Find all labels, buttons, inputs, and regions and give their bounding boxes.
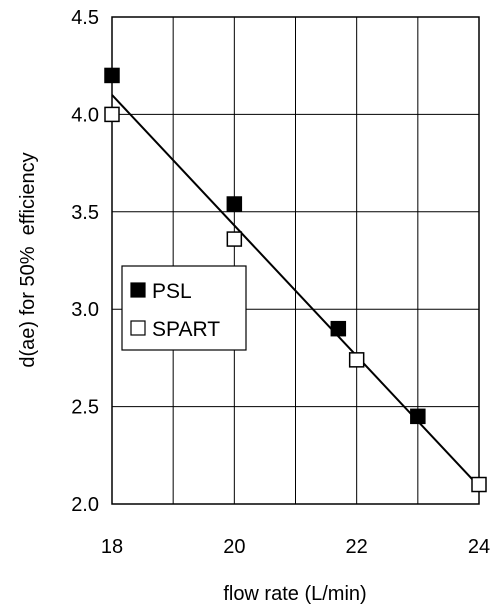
- legend: PSL SPART: [121, 265, 247, 351]
- legend-marker-psl: [130, 282, 146, 298]
- psl-point: [330, 320, 347, 337]
- psl-point: [410, 408, 426, 425]
- legend-box: [121, 265, 247, 351]
- y-tick-label: 3.5: [71, 202, 99, 224]
- psl-point: [226, 196, 243, 212]
- y-tick-label: 4.5: [71, 7, 99, 29]
- x-tick-label: 18: [101, 536, 123, 558]
- x-tick-label: 24: [468, 536, 490, 558]
- spart-point: [348, 352, 365, 368]
- spart-point: [104, 106, 120, 123]
- x-tick-label: 22: [346, 536, 368, 558]
- psl-point: [104, 67, 120, 84]
- y-tick-label: 2.5: [71, 397, 99, 419]
- x-tick-labels: 18 20 22 24: [101, 536, 490, 558]
- y-tick-labels: 2.0 2.5 3.0 3.5 4.0 4.5: [71, 7, 99, 516]
- y-gridlines: [112, 113, 479, 408]
- y-axis-title: d(ae) for 50% efficiency: [17, 152, 39, 367]
- y-tick-label: 2.0: [71, 494, 99, 516]
- data-markers: [104, 67, 487, 493]
- y-tick-label: 4.0: [71, 104, 99, 126]
- legend-label-spart: SPART: [152, 318, 220, 341]
- y-tick-label: 3.0: [71, 299, 99, 321]
- x-axis-title: flow rate (L/min): [223, 583, 366, 605]
- spart-point: [471, 476, 487, 493]
- x-tick-label: 20: [223, 536, 245, 558]
- legend-label-psl: PSL: [152, 280, 192, 303]
- spart-point: [226, 231, 243, 247]
- legend-marker-spart: [130, 320, 146, 336]
